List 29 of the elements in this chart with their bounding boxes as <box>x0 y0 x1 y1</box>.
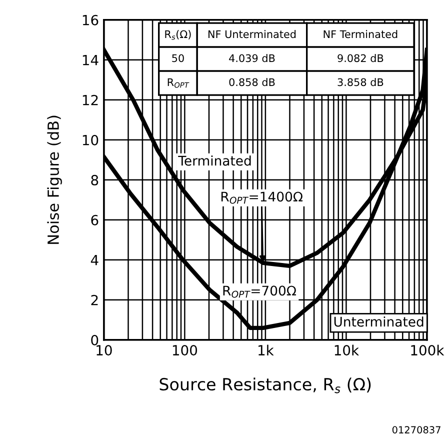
annotation: R$_{OPT}$=1400Ω <box>221 192 303 204</box>
annotation: NF Unterminated <box>208 30 296 38</box>
y-tick-label: 2 <box>91 294 98 306</box>
annotation: 50 <box>172 54 184 62</box>
annotation: Terminated <box>178 156 251 166</box>
y-axis-title: Noise Figure (dB) <box>47 116 62 244</box>
annotation: 3.858 dB <box>338 78 384 86</box>
y-tick-label: 16 <box>82 14 98 26</box>
x-tick-label: 10k <box>334 344 360 356</box>
annotation: R$_{OPT}$ <box>168 78 190 88</box>
x-tick-label: 100 <box>172 345 198 356</box>
y-tick-label: 8 <box>91 174 98 186</box>
x-tick-label: 1k <box>258 344 274 356</box>
y-tick-label: 14 <box>82 55 98 66</box>
x-axis-title: Source Resistance, R$_{s}$ (Ω) <box>160 378 371 394</box>
annotation: 9.082 dB <box>338 54 384 62</box>
annotation: NF Terminated <box>324 30 398 38</box>
y-tick-label: 6 <box>91 214 98 226</box>
x-tick-label: 100k <box>411 344 444 356</box>
annotation: 0.858 dB <box>229 78 275 86</box>
y-tick-label: 0 <box>91 334 98 346</box>
y-tick-label: 10 <box>82 134 98 146</box>
text: 01270837 <box>392 426 440 434</box>
annotation: Unterminated <box>334 316 424 327</box>
annotation: 4.039 dB <box>229 54 275 62</box>
y-tick-label: 4 <box>90 255 98 266</box>
annotation: R$_{s}$(Ω) <box>165 30 191 40</box>
annotation: R$_{OPT}$=700Ω <box>223 286 296 298</box>
y-tick-label: 12 <box>82 94 98 106</box>
